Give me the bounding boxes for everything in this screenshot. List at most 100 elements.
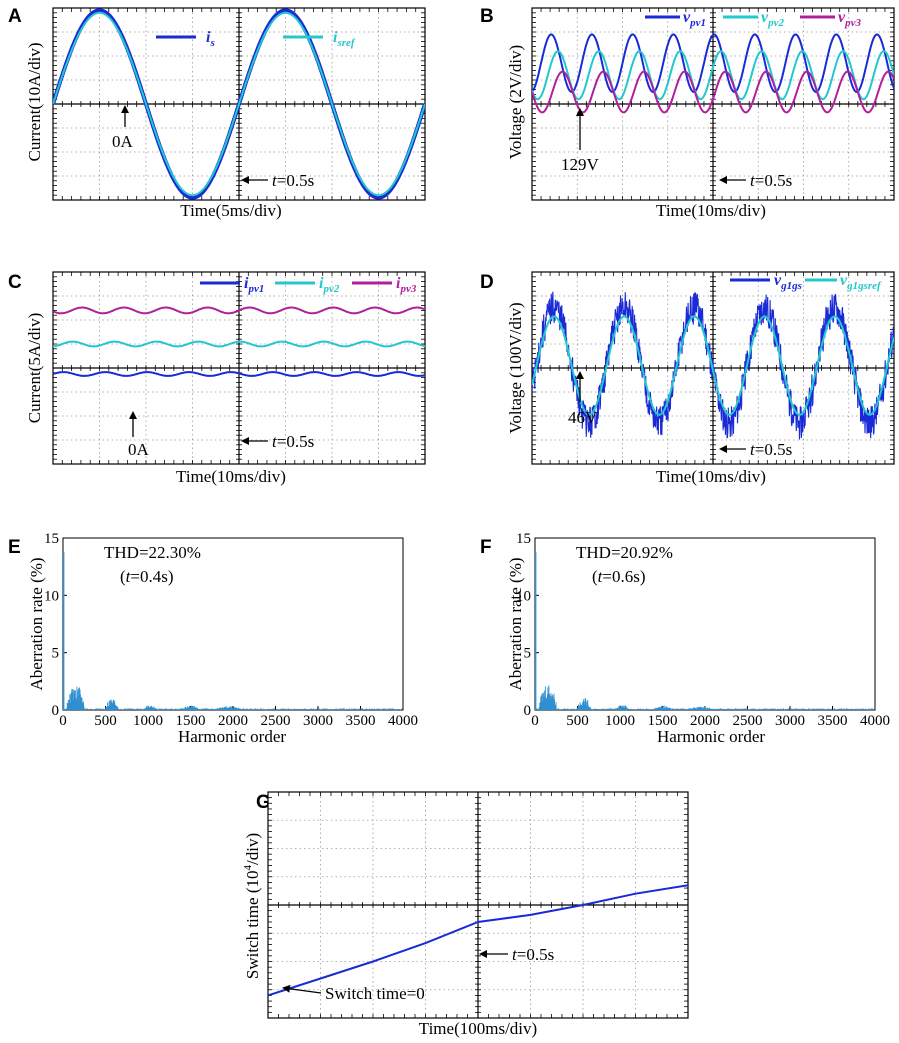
panel-label-d: D: [480, 272, 494, 293]
series-line-i-pv1: [53, 371, 425, 377]
y-tick-label-E: 10: [44, 588, 59, 604]
spectrum-axes-f: 0 500 1000 1500 2000 2500 3000 3500 4000 0 5 10 15: [516, 531, 890, 729]
x-tick-label-F: 2000: [690, 713, 720, 729]
x-axis-label-c: Time(10ms/div): [176, 467, 286, 486]
panel-a: A Current(10A/div) Time(5ms/div) is isre…: [8, 6, 426, 220]
y-tick-label-E: 0: [52, 703, 60, 719]
x-tick-label-E: 1000: [133, 713, 163, 729]
y-axis-label-b: Voltage (2V/div): [506, 45, 525, 159]
y-axis-label-a: Current(10A/div): [25, 43, 44, 162]
x-tick-label-F: 1500: [648, 713, 678, 729]
y-tick-label-F: 15: [516, 531, 531, 547]
x-tick-label-E: 500: [94, 713, 117, 729]
x-tick-label-F: 2500: [733, 713, 763, 729]
zero-arrow-g: [282, 984, 322, 994]
panel-c: C Current(5A/div) Time(10ms/div) ipv1 ip…: [8, 271, 426, 486]
legend-label-vpv2: vpv2: [761, 9, 784, 29]
zero-annotation-c: 0A: [128, 440, 150, 459]
series-line-v-pv2: [532, 50, 894, 101]
y-tick-label-E: 15: [44, 531, 59, 547]
panel-f: F 0 500 1000 1500 2000 2500 3000 3500 4000 0 5 10 15…: [480, 531, 890, 746]
y-axis-label-g: Switch time (104/div): [242, 833, 262, 979]
x-tick-label-F: 500: [566, 713, 589, 729]
thd-text-e: THD=22.30%: [104, 543, 201, 562]
panel-d: D Voltage (100V/div) Time(10ms/div) vg1g…: [480, 271, 895, 486]
x-axis-label-f: Harmonic order: [657, 727, 765, 746]
x-tick-label-E: 2500: [261, 713, 291, 729]
oscilloscope-grid-c: [52, 271, 426, 465]
time-note-e: (t=0.4s): [120, 567, 174, 586]
series-line-v-g1gs: [532, 291, 894, 440]
x-axis-label-e: Harmonic order: [178, 727, 286, 746]
panel-label-c: C: [8, 272, 22, 293]
x-tick-label-E: 1500: [176, 713, 206, 729]
panel-label-b: B: [480, 6, 494, 27]
oscilloscope-grid-a: [52, 7, 426, 201]
panel-e: E 0 500 1000 1500 2000 2500 3000 3500 4000 0 5 10 15…: [8, 531, 418, 746]
zero-annotation-g: Switch time=0: [325, 984, 425, 1003]
series-line-i-sref: [53, 11, 425, 197]
zero-annotation-a: 0A: [112, 132, 134, 151]
legend-label-vg1gsref: vg1gsref: [840, 272, 882, 292]
y-tick-label-F: 0: [524, 703, 532, 719]
series-line-switch-time: [268, 884, 688, 997]
waveforms-d: [532, 291, 894, 440]
series-line-v-pv1: [532, 33, 894, 94]
panel-g: G Switch time (104/div) Time(100ms/div) …: [242, 791, 689, 1038]
x-axis-label-b: Time(10ms/div): [656, 201, 766, 220]
legend-label-vpv1: vpv1: [683, 9, 706, 29]
legend-c: ipv1 ipv2 ipv3: [200, 275, 417, 295]
time-annotation-a: t=0.5s: [272, 171, 314, 190]
x-tick-label-E: 3000: [303, 713, 333, 729]
x-axis-label-d: Time(10ms/div): [656, 467, 766, 486]
time-annotation-c: t=0.5s: [272, 432, 314, 451]
waveforms-g: [268, 884, 688, 997]
time-annotation-d: t=0.5s: [750, 440, 792, 459]
y-tick-label-F: 5: [524, 646, 532, 662]
spectrum-axes-e: 0 500 1000 1500 2000 2500 3000 3500 4000 0 5 10 15: [44, 531, 418, 729]
legend-a: is isref: [156, 29, 356, 49]
x-tick-label-E: 4000: [388, 713, 418, 729]
y-axis-label-e: Aberration rate (%): [27, 557, 46, 690]
time-annotation-b: t=0.5s: [750, 171, 792, 190]
legend-label-ipv3: ipv3: [396, 275, 417, 295]
legend-d: vg1gs vg1gsref: [730, 272, 882, 292]
spectrum-frame-E: [62, 537, 404, 711]
series-line-v-pv3: [532, 70, 894, 114]
x-tick-label-F: 1000: [605, 713, 635, 729]
zero-annotation-b: 129V: [561, 155, 600, 174]
thd-text-f: THD=20.92%: [576, 543, 673, 562]
spectrum-frame-F: [534, 537, 876, 711]
x-tick-label-E: 2000: [218, 713, 248, 729]
x-tick-label-F: 4000: [860, 713, 890, 729]
x-axis-label-g: Time(100ms/div): [419, 1019, 537, 1038]
series-line-i-pv2: [53, 340, 425, 348]
x-tick-label-F: 3000: [775, 713, 805, 729]
y-tick-label-E: 5: [52, 646, 60, 662]
oscilloscope-grid-g: [267, 791, 689, 1019]
x-tick-label-F: 3500: [818, 713, 848, 729]
panel-b: B Voltage (2V/div) Time(10ms/div) vpv1 v…: [480, 6, 895, 220]
waveforms-b: [532, 33, 894, 114]
panel-label-a: A: [8, 6, 22, 27]
y-axis-label-c: Current(5A/div): [25, 313, 44, 423]
legend-label-vg1gs: vg1gs: [774, 272, 802, 292]
series-line-v-g1gsref: [532, 315, 894, 416]
y-axis-label-f: Aberration rate (%): [506, 557, 525, 690]
legend-label-ipv1: ipv1: [244, 275, 264, 295]
y-axis-label-d: Voltage (100V/div): [506, 302, 525, 433]
y-tick-label-F: 10: [516, 588, 531, 604]
time-note-f: (t=0.6s): [592, 567, 646, 586]
legend-label-isref: isref: [333, 29, 356, 49]
x-tick-label-F: 0: [531, 713, 539, 729]
x-tick-label-E: 3500: [346, 713, 376, 729]
x-tick-label-E: 0: [59, 713, 67, 729]
panel-label-f: F: [480, 537, 492, 558]
waveforms-c: [53, 306, 425, 377]
panel-label-e: E: [8, 537, 21, 558]
waveforms-a: [53, 8, 425, 200]
legend-label-vpv3: vpv3: [838, 9, 861, 29]
spectrum-bars-f: [534, 551, 875, 710]
x-axis-label-a: Time(5ms/div): [180, 201, 281, 220]
